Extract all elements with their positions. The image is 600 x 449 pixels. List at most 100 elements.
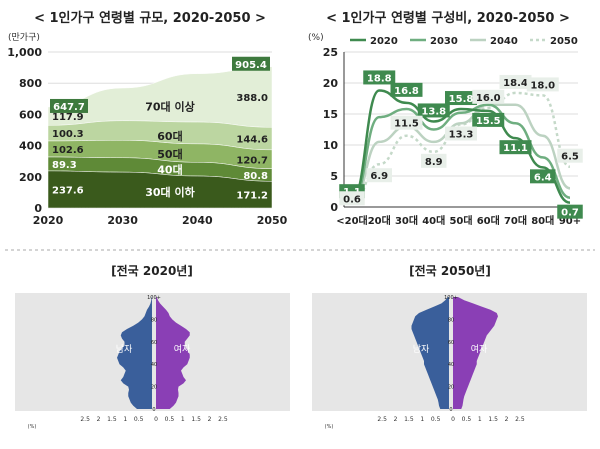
total-badge-2050: 905.4: [232, 56, 270, 71]
legend-label: 2050: [550, 36, 578, 47]
data-label-2050: 16.0: [472, 89, 505, 104]
pyramid-xtick: 2.5: [377, 416, 387, 423]
pyramid-xtick: 2.5: [515, 416, 525, 423]
data-label-2050: 0.6: [339, 191, 365, 206]
pyramid-xtick: 1: [123, 416, 127, 423]
data-label-2050: 18.0: [526, 77, 559, 92]
pyramid-unit: (%): [28, 424, 37, 430]
chart2-xtick: 80대: [531, 214, 554, 227]
pyramid-female-area: [156, 297, 190, 409]
chart1-ytick: 400: [19, 140, 42, 153]
chart1-series-label: 30대 이하: [145, 185, 195, 199]
pyramid-age-tick: 40: [448, 362, 454, 368]
chart1-left-value: 237.6: [52, 185, 84, 196]
pyramid-female-area: [453, 297, 498, 409]
label-text: 8.9: [425, 157, 443, 168]
chart1-left-value: 100.3: [52, 129, 84, 140]
line-2020: [351, 89, 571, 204]
label-bg: [366, 168, 392, 183]
chart1-ytick: 200: [19, 171, 42, 184]
chart1-title: < 1인가구 연령별 규모, 2020-2050 >: [34, 10, 266, 26]
label-text: 11.1: [503, 143, 528, 154]
label-text: 0.6: [343, 194, 361, 205]
chart1-ytick: 600: [19, 108, 42, 121]
pyramid-xtick: 1.5: [488, 416, 498, 423]
chart1-xtick: 2050: [257, 214, 288, 227]
pyramid-age-tick: 40: [151, 362, 157, 368]
data-label-2050: 11.5: [390, 115, 423, 130]
chart2-xtick: <20대: [336, 214, 368, 227]
pyramid2-background: [312, 293, 587, 411]
pyramid-xtick: 1.5: [404, 416, 414, 423]
total-badge-bg: [232, 56, 270, 71]
chart2-ytick: 0: [330, 201, 338, 214]
label-text: 13.3: [449, 130, 474, 141]
line-chart-composition: < 1인가구 연령별 구성비, 2020-2050 > (%) 2020 2030…: [308, 10, 583, 227]
label-text: 18.8: [367, 73, 392, 84]
label-bg: [390, 82, 423, 97]
pyramid-xtick: 0: [451, 416, 455, 423]
pyramid-age-tick: 60: [448, 340, 454, 346]
chart1-series-label: 60대: [157, 129, 182, 143]
data-label-2020: 15.5: [472, 112, 505, 127]
chart2-xtick: 20대: [368, 214, 391, 227]
legend-label: 2040: [490, 36, 518, 47]
chart2-ytick: 15: [323, 108, 338, 121]
label-bg: [445, 91, 477, 106]
total-badge-bg: [50, 98, 88, 113]
pyramid-xtick: 2: [505, 416, 509, 423]
data-label-2050: 8.9: [421, 153, 447, 168]
pyramid-age-tick: 60: [151, 340, 157, 346]
label-bg: [421, 153, 447, 168]
chart1-right-value: 388.0: [236, 93, 268, 104]
pyramid-unit: (%): [325, 424, 334, 430]
chart2-xtick: 60대: [477, 214, 500, 227]
total-badge-2020: 647.7: [50, 98, 88, 113]
data-label-2050: 6.5: [557, 148, 583, 163]
chart2-xtick: 40대: [422, 214, 445, 227]
pyramid-xtick: 2: [97, 416, 101, 423]
label-bg: [363, 70, 396, 85]
chart1-right-value: 171.2: [236, 191, 268, 202]
pyramid-age-tick: 0: [152, 407, 155, 413]
chart1-ylabel: (만가구): [8, 32, 40, 43]
pyramid-xtick: 2: [208, 416, 212, 423]
line-2030: [351, 103, 571, 204]
label-text: 0.7: [561, 208, 579, 219]
chart1-xtick: 2030: [107, 214, 138, 227]
label-bg: [417, 103, 450, 118]
label-bg: [530, 169, 556, 184]
label-text: 13.8: [421, 106, 446, 117]
chart1-right-value: 120.7: [236, 155, 268, 166]
label-bg: [499, 140, 532, 155]
chart2-ytick: 20: [323, 77, 339, 90]
label-bg: [557, 148, 583, 163]
label-text: 16.8: [394, 86, 419, 97]
chart2-ytick: 25: [323, 46, 338, 59]
pyramid-age-tick: 80: [448, 317, 454, 323]
pyramid-age-tick: 0: [449, 407, 452, 413]
pyramid-female-label: 여자: [174, 343, 191, 355]
chart2-ytick: 10: [323, 139, 339, 152]
line-2040: [351, 103, 571, 204]
chart2-title: < 1인가구 연령별 구성비, 2020-2050 >: [326, 10, 570, 26]
pyramid-xtick: 2.5: [80, 416, 90, 423]
label-bg: [445, 126, 477, 141]
pyramid-xtick: 1.5: [191, 416, 201, 423]
pyramid-male-area: [117, 297, 152, 409]
label-bg: [499, 74, 532, 89]
pyramid-age-tick: 100+: [147, 295, 161, 301]
chart1-right-value: 80.8: [243, 171, 268, 182]
pyramid-male-area: [411, 297, 449, 409]
chart1-ytick: 0: [34, 202, 42, 215]
chart2-xtick: 50대: [449, 214, 472, 227]
pyramid-age-tick: 20: [151, 385, 157, 391]
pyramid-xtick: 0.5: [134, 416, 144, 423]
label-bg: [472, 112, 505, 127]
data-label-2020: 18.8: [363, 70, 396, 85]
chart1-ytick: 1,000: [7, 46, 42, 59]
pyramid1-title: [전국 2020년]: [111, 263, 193, 278]
pyramid-xtick: 1.5: [107, 416, 117, 423]
data-label-2020: 13.8: [417, 103, 450, 118]
